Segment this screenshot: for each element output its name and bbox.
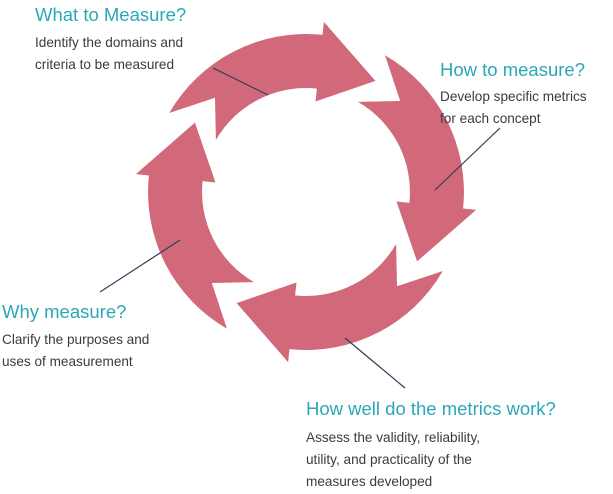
- leader-lines: [99, 67, 501, 389]
- description-line: measures developed: [306, 474, 433, 489]
- description-line: Assess the validity, reliability,: [306, 430, 481, 445]
- description-line: criteria to be measured: [35, 57, 175, 72]
- step-how-well-metrics-work: How well do the metrics work? Assess the…: [306, 398, 556, 493]
- step-why-measure: Why measure? Clarify the purposes and us…: [2, 301, 149, 373]
- step-description: Develop specific metrics for each concep…: [440, 86, 587, 130]
- description-line: utility, and practicality of the: [306, 452, 472, 467]
- arrow-why-to-what: [135, 122, 254, 329]
- step-title: How well do the metrics work?: [306, 398, 556, 419]
- arrow-how-to-assess: [358, 55, 477, 262]
- step-title: What to Measure?: [35, 4, 187, 25]
- step-what-to-measure: What to Measure? Identify the domains an…: [35, 4, 186, 76]
- cycle-arrows: [135, 21, 477, 363]
- arrow-what-to-how: [169, 21, 376, 140]
- description-line: Clarify the purposes and: [2, 332, 150, 347]
- step-how-to-measure: How to measure? Develop specific metrics…: [440, 59, 587, 130]
- step-description: Identify the domains and criteria to be …: [35, 32, 186, 76]
- leader-line-what-to-measure: [212, 67, 269, 96]
- step-description: Clarify the purposes and uses of measure…: [2, 329, 149, 373]
- description-line: uses of measurement: [2, 354, 133, 369]
- leader-line-how-to-measure: [434, 127, 501, 191]
- leader-line-why-measure: [99, 239, 181, 293]
- arrow-assess-to-why: [236, 244, 443, 363]
- description-line: for each concept: [440, 111, 541, 126]
- description-line: Develop specific metrics: [440, 89, 587, 104]
- step-title: Why measure?: [2, 301, 127, 322]
- description-line: Identify the domains and: [35, 35, 184, 50]
- leader-line-how-well-metrics-work: [344, 337, 406, 389]
- step-title: How to measure?: [440, 59, 585, 80]
- step-description: Assess the validity, reliability, utilit…: [306, 427, 556, 493]
